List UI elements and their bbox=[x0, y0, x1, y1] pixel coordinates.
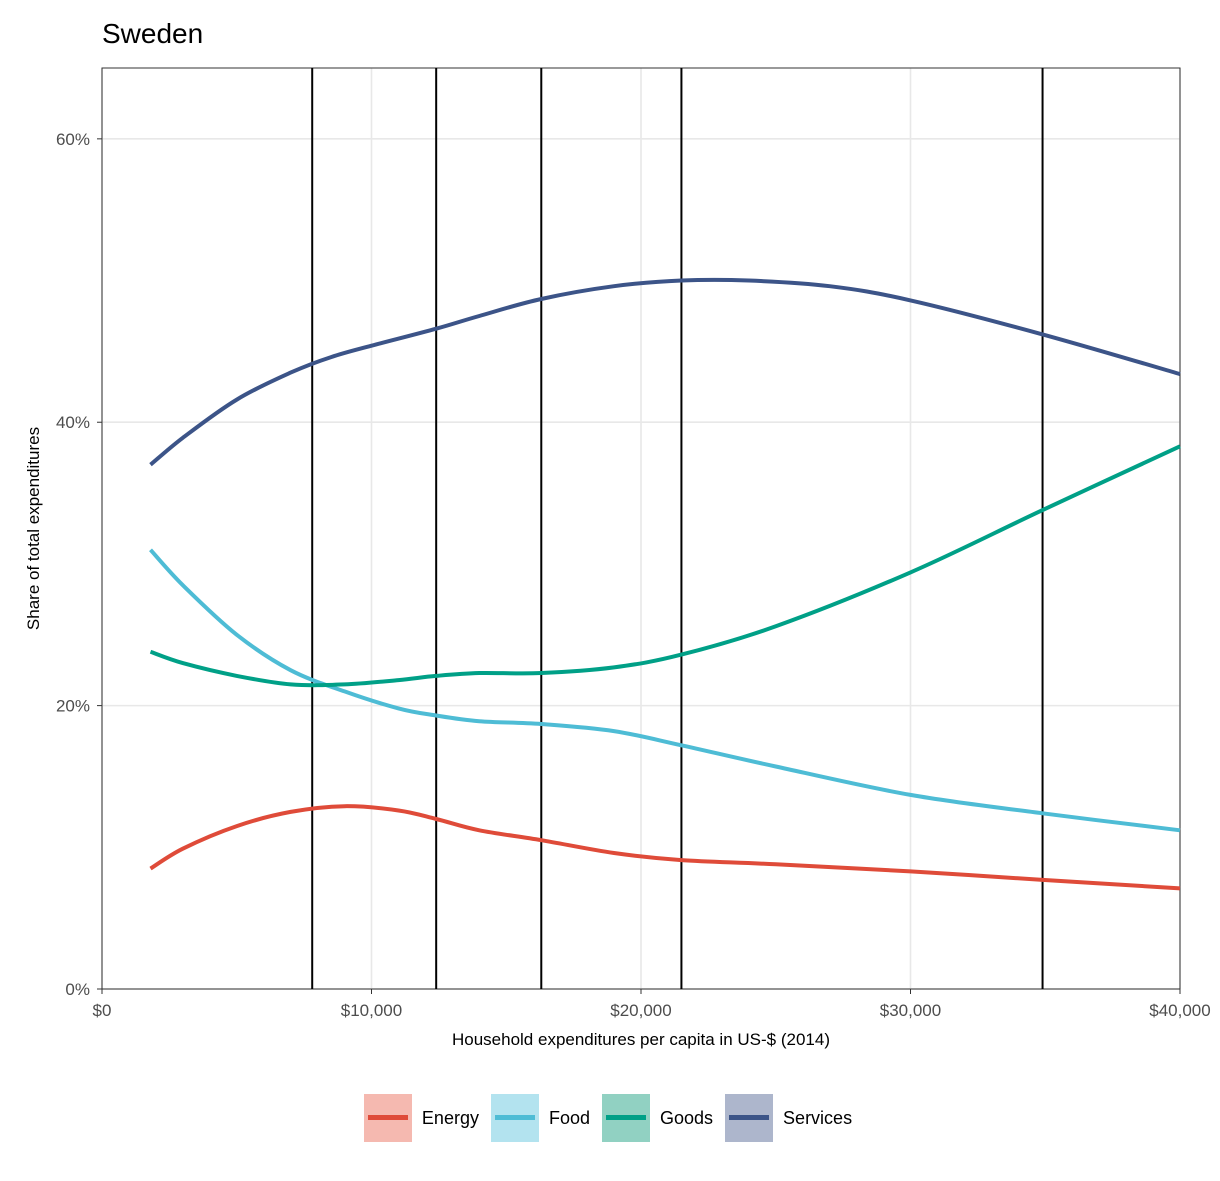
legend-key-energy bbox=[363, 1094, 412, 1142]
legend-key-goods bbox=[602, 1094, 650, 1142]
legend-label-goods: Goods bbox=[660, 1107, 714, 1128]
legend-item-energy: Energy bbox=[363, 1094, 483, 1142]
legend-item-services: Services bbox=[725, 1094, 856, 1142]
series-line-energy bbox=[149, 804, 1181, 891]
legend-label-food: Food bbox=[548, 1107, 590, 1128]
y-tick-label-2: 40% bbox=[56, 413, 90, 432]
legend-label-energy: Energy bbox=[421, 1107, 479, 1128]
legend-key-food bbox=[490, 1094, 539, 1142]
y-tick-label-3: 60% bbox=[56, 130, 90, 149]
series-line-food bbox=[149, 548, 1181, 833]
x-tick-label-2: $20,000 bbox=[610, 1001, 671, 1020]
x-tick-label-1: $10,000 bbox=[341, 1001, 402, 1020]
legend: Energy Food Goods Services bbox=[0, 1094, 1220, 1142]
legend-item-goods: Goods bbox=[602, 1094, 717, 1142]
series-line-services bbox=[149, 277, 1181, 467]
x-tick-label-3: $30,000 bbox=[880, 1001, 941, 1020]
x-axis-title: Household expenditures per capita in US-… bbox=[452, 1030, 830, 1049]
y-tick-label-1: 20% bbox=[56, 697, 90, 716]
x-tick-label-4: $40,000 bbox=[1149, 1001, 1210, 1020]
y-tick-label-0: 0% bbox=[65, 980, 90, 999]
legend-key-services bbox=[725, 1094, 774, 1142]
chart-title: Sweden bbox=[102, 18, 204, 49]
legend-label-services: Services bbox=[783, 1107, 853, 1128]
legend-item-food: Food bbox=[490, 1094, 594, 1142]
x-tick-label-0: $0 bbox=[93, 1001, 112, 1020]
y-axis-title: Share of total expenditures bbox=[24, 427, 43, 630]
series-line-goods bbox=[149, 444, 1181, 688]
